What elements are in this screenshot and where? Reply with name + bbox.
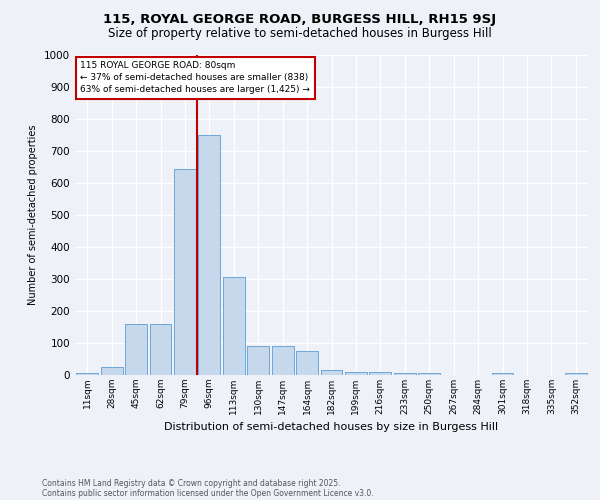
Bar [76, 374, 98, 375]
Text: 115 ROYAL GEORGE ROAD: 80sqm
← 37% of semi-detached houses are smaller (838)
63%: 115 ROYAL GEORGE ROAD: 80sqm ← 37% of se… [80, 62, 310, 94]
Bar [491, 374, 514, 375]
Text: Size of property relative to semi-detached houses in Burgess Hill: Size of property relative to semi-detach… [108, 28, 492, 40]
Text: Contains public sector information licensed under the Open Government Licence v3: Contains public sector information licen… [42, 488, 374, 498]
Bar [247, 346, 269, 375]
Bar [149, 324, 172, 375]
Bar [565, 374, 587, 375]
Text: Contains HM Land Registry data © Crown copyright and database right 2025.: Contains HM Land Registry data © Crown c… [42, 478, 341, 488]
Bar [174, 168, 196, 375]
Bar [418, 374, 440, 375]
Y-axis label: Number of semi-detached properties: Number of semi-detached properties [28, 124, 38, 305]
X-axis label: Distribution of semi-detached houses by size in Burgess Hill: Distribution of semi-detached houses by … [164, 422, 499, 432]
Bar [370, 372, 391, 375]
Bar [394, 374, 416, 375]
Bar [345, 372, 367, 375]
Bar [296, 351, 318, 375]
Bar [272, 346, 293, 375]
Bar [320, 370, 343, 375]
Bar [101, 367, 122, 375]
Text: 115, ROYAL GEORGE ROAD, BURGESS HILL, RH15 9SJ: 115, ROYAL GEORGE ROAD, BURGESS HILL, RH… [103, 12, 497, 26]
Bar [199, 135, 220, 375]
Bar [125, 324, 147, 375]
Bar [223, 278, 245, 375]
